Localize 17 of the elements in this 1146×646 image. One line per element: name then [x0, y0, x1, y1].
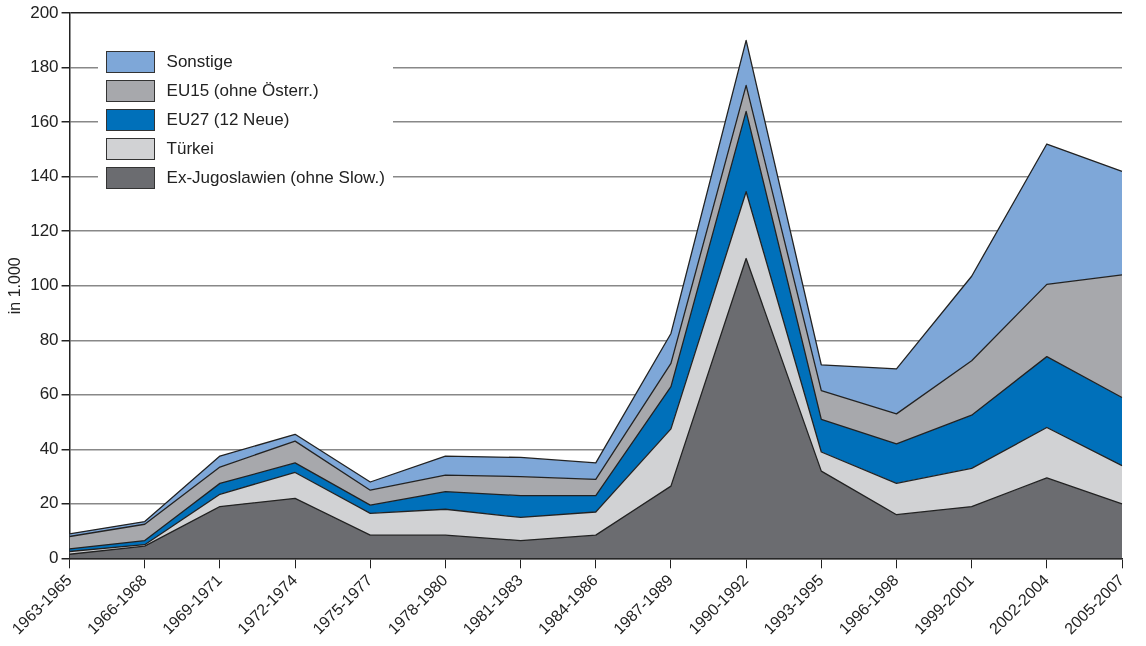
y-axis-title: in 1.000: [6, 257, 24, 315]
y-tick-label: 100: [30, 275, 59, 295]
y-tick-label: 20: [39, 493, 59, 513]
legend-label: Sonstige: [166, 51, 233, 72]
legend-label: Ex-Jugoslawien (ohne Slow.): [166, 167, 385, 188]
y-tick-label: 180: [30, 57, 59, 77]
y-tick-label: 80: [39, 329, 59, 349]
y-tick-label: 120: [30, 220, 59, 240]
legend-label: EU27 (12 Neue): [166, 109, 290, 130]
legend-label: Türkei: [166, 138, 214, 159]
y-tick-label: 40: [39, 438, 59, 458]
y-tick-label: 160: [30, 111, 59, 131]
y-tick-label: 60: [39, 384, 59, 404]
y-tick-label: 200: [30, 2, 59, 22]
legend-label: EU15 (ohne Österr.): [166, 80, 319, 101]
y-tick-label: 0: [49, 548, 59, 568]
y-tick-label: 140: [30, 166, 59, 186]
